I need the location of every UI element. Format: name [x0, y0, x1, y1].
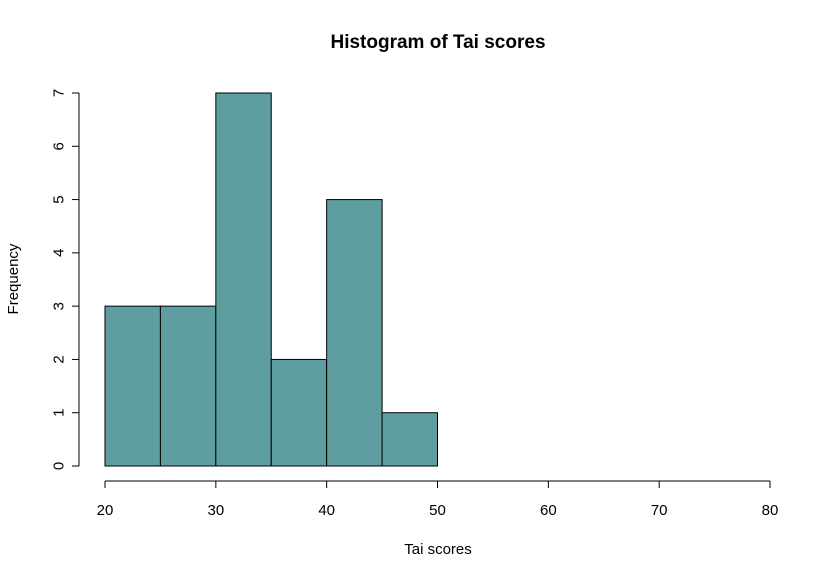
histogram-bar-20-25 [104, 305, 161, 467]
chart-title: Histogram of Tai scores [330, 32, 545, 53]
x-tick-label-40: 40 [318, 502, 335, 519]
histogram-bar-35-40 [270, 358, 328, 467]
y-tick-label-4: 4 [51, 249, 68, 257]
y-tick-label-1: 1 [51, 409, 68, 417]
x-tick-label-60: 60 [540, 502, 557, 519]
x-tick-label-50: 50 [429, 502, 446, 519]
y-axis: 0 1 2 3 4 5 6 7 [51, 89, 80, 470]
histogram-bar-45-50 [381, 412, 439, 467]
x-tick-label-70: 70 [651, 502, 668, 519]
y-tick-label-7: 7 [51, 89, 68, 97]
x-tick-label-30: 30 [207, 502, 224, 519]
y-tick-label-0: 0 [51, 462, 68, 470]
histogram-bar-30-35 [215, 92, 272, 467]
y-tick-label-2: 2 [51, 355, 68, 363]
histogram-bars [104, 92, 439, 467]
histogram-bar-25-30 [159, 305, 217, 467]
x-axis-label: Tai scores [404, 541, 472, 558]
y-tick-label-5: 5 [51, 195, 68, 203]
y-axis-label: Frequency [5, 243, 22, 314]
x-axis: 20 30 40 50 60 70 80 [97, 480, 779, 519]
y-tick-label-6: 6 [51, 142, 68, 150]
histogram-bar-40-45 [326, 199, 383, 467]
x-tick-label-80: 80 [762, 502, 779, 519]
x-tick-label-20: 20 [97, 502, 114, 519]
y-tick-label-3: 3 [51, 302, 68, 310]
